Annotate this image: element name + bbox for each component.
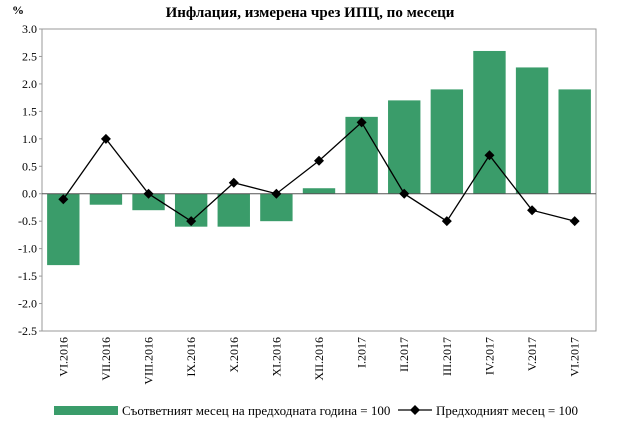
y-tick-label: -2.5 bbox=[18, 324, 37, 338]
line-point-XI.2016 bbox=[271, 188, 282, 199]
y-tick-label: 0.5 bbox=[22, 159, 37, 173]
y-tick-label: -0.5 bbox=[18, 214, 37, 228]
bar-series bbox=[47, 50, 591, 266]
chart-title: Инфлация, измерена чрез ИПЦ, по месеци bbox=[166, 5, 455, 21]
plot-area bbox=[41, 28, 597, 332]
bar-X.2016 bbox=[217, 193, 250, 227]
bar-XII.2016 bbox=[302, 188, 336, 194]
y-tick-label: -1.5 bbox=[18, 269, 37, 283]
bar-VI.2016 bbox=[47, 193, 80, 266]
bar-II.2017 bbox=[388, 100, 421, 194]
bar-V.2017 bbox=[515, 67, 549, 194]
x-tick-label: II.2017 bbox=[397, 337, 411, 372]
line-point-III.2017 bbox=[441, 216, 452, 227]
x-tick-label: IX.2016 bbox=[184, 337, 198, 377]
legend-bar-label: Съответният месец на предходната година … bbox=[122, 403, 390, 418]
line-point-X.2016 bbox=[228, 177, 239, 188]
y-tick-label: 1.0 bbox=[22, 132, 37, 146]
line-point-XII.2016 bbox=[314, 155, 324, 166]
line-point-IX.2016 bbox=[186, 216, 197, 227]
line-point-II.2017 bbox=[399, 188, 410, 199]
x-tick-label: VI.2016 bbox=[56, 337, 70, 377]
line-point-VI.2016 bbox=[58, 194, 69, 205]
x-tick-label: VII.2016 bbox=[99, 337, 113, 381]
x-tick-label: VI.2017 bbox=[568, 337, 582, 377]
bar-VIII.2016 bbox=[132, 193, 165, 211]
legend-bar-swatch bbox=[54, 406, 118, 415]
x-tick-label: I.2017 bbox=[355, 337, 369, 368]
bar-III.2017 bbox=[430, 89, 464, 194]
x-tick-label: XII.2016 bbox=[312, 337, 326, 381]
y-tick-label: -1.0 bbox=[18, 242, 37, 256]
x-tick-label: V.2017 bbox=[525, 337, 539, 371]
line-point-VIII.2016 bbox=[143, 188, 154, 199]
x-tick-label: XI.2016 bbox=[269, 337, 283, 377]
x-tick-label: III.2017 bbox=[440, 337, 454, 376]
x-axis-ticks: VI.2016 VII.2016 VIII.2016 IX.2016 X.2016 XI.… bbox=[56, 337, 581, 385]
bar-VII.2016 bbox=[89, 193, 123, 205]
y-tick-label: 3.0 bbox=[22, 22, 37, 36]
x-tick-label: X.2016 bbox=[227, 337, 241, 373]
line-point-IV.2017 bbox=[484, 150, 495, 161]
y-axis-label: % bbox=[12, 3, 24, 17]
legend-line-label: Предходният месец = 100 bbox=[436, 403, 578, 418]
x-tick-label: IV.2017 bbox=[482, 337, 496, 375]
y-tick-label: 2.0 bbox=[22, 77, 37, 91]
y-axis-ticks: 3.0 2.5 2.0 1.5 1.0 0.5 0.0 -0.5 -1.0 -1.5 -2.0 -2.… bbox=[18, 22, 42, 338]
y-tick-label: 0.0 bbox=[22, 187, 37, 201]
line-point-VII.2016 bbox=[100, 133, 111, 144]
line-point-V.2017 bbox=[527, 205, 538, 216]
legend: Съответният месец на предходната година … bbox=[54, 403, 578, 418]
y-tick-label: 1.5 bbox=[22, 104, 37, 118]
y-tick-label: -2.0 bbox=[18, 297, 37, 311]
line-point-I.2017 bbox=[356, 117, 367, 128]
line-series bbox=[58, 117, 580, 227]
bar-VI.2017 bbox=[558, 89, 591, 194]
bar-I.2017 bbox=[345, 116, 378, 194]
line-point-VI.2017 bbox=[569, 216, 580, 227]
x-tick-label: VIII.2016 bbox=[142, 337, 156, 385]
legend-line-marker bbox=[410, 405, 420, 415]
y-tick-label: 2.5 bbox=[22, 49, 37, 63]
